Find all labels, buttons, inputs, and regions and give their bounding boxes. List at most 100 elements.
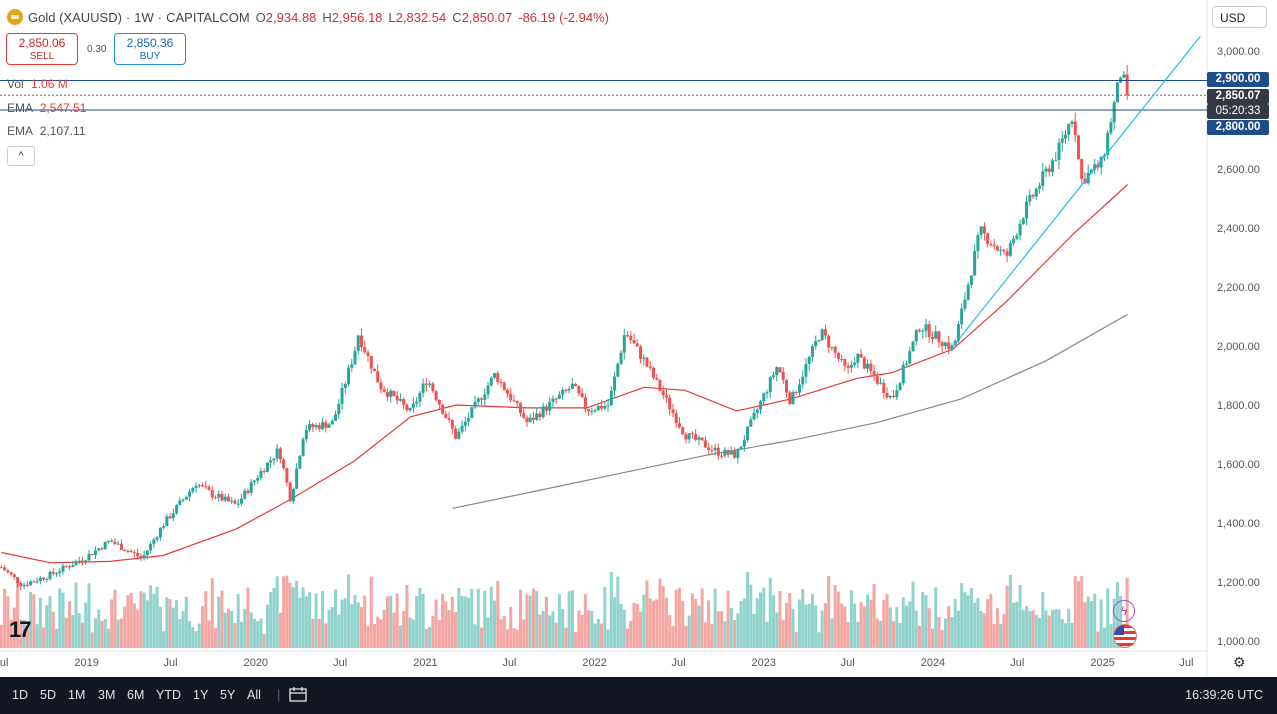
timeframe-3m[interactable]: 3M	[98, 688, 116, 702]
volume-bar	[697, 605, 701, 648]
volume-bar	[1102, 627, 1106, 648]
candle-body	[927, 324, 931, 338]
us-flag-icon[interactable]	[1113, 624, 1137, 648]
candle-body	[661, 390, 665, 396]
candle-body	[366, 352, 370, 356]
candle-body	[635, 343, 639, 347]
collapse-legend-button[interactable]: ^	[7, 146, 35, 166]
candle-body	[979, 226, 983, 236]
gear-icon[interactable]: ⚙	[1233, 654, 1246, 670]
x-tick-label: 2022	[582, 657, 606, 669]
volume-bar	[12, 607, 16, 648]
volume-bar	[570, 590, 574, 648]
spread-value: 0.30	[87, 44, 107, 55]
candle-body	[278, 448, 282, 460]
volume-bar	[574, 632, 578, 648]
calendar-range-icon[interactable]	[289, 686, 307, 705]
candle-body	[311, 423, 315, 428]
candle-body	[1008, 243, 1012, 256]
vol-label: Vol	[7, 77, 24, 91]
candle-body	[992, 244, 996, 247]
candle-body	[755, 409, 759, 413]
candle-body	[483, 394, 487, 400]
candle-body	[350, 364, 354, 368]
candle-body	[930, 337, 934, 339]
candle-body	[515, 401, 519, 403]
time-axis[interactable]: Jul 2019 Jul 2020 Jul 2021 Jul 2022 Jul 2023 Jul 20…	[0, 657, 1193, 669]
timeframe-6m[interactable]: 6M	[127, 688, 145, 702]
volume-bar	[204, 591, 208, 648]
lightning-icon[interactable]: ϟ	[1113, 600, 1135, 622]
candle-body	[236, 503, 240, 505]
sell-button[interactable]: 2,850.06 SELL	[6, 33, 78, 65]
volume-bar	[87, 583, 91, 648]
candle-body	[434, 391, 438, 400]
candle-body	[376, 371, 380, 383]
drawings[interactable]	[0, 35, 1207, 347]
timeframe-ytd[interactable]: YTD	[156, 688, 181, 702]
candle-body	[1112, 102, 1116, 123]
volume-bar	[749, 584, 753, 648]
candle-body	[321, 422, 325, 430]
candle-body	[729, 450, 733, 455]
volume-bar	[901, 597, 905, 648]
candle-body	[622, 335, 626, 353]
candle-body	[557, 394, 561, 399]
timeframe-1d[interactable]: 1D	[12, 688, 28, 702]
volume-bar	[869, 599, 873, 648]
volume-bar	[9, 619, 13, 648]
volume-bar	[694, 599, 698, 648]
interval[interactable]: 1W	[134, 9, 154, 25]
volume-bar	[181, 611, 185, 648]
tradingview-logo[interactable]: 17	[9, 617, 32, 642]
volume-legend[interactable]: Vol 1.06 M	[7, 77, 68, 91]
candle-body	[606, 405, 610, 407]
timeframe-1m[interactable]: 1M	[68, 688, 86, 702]
volume-bar	[1025, 606, 1029, 648]
candle-body	[158, 527, 162, 538]
candle-body	[181, 499, 185, 501]
buy-button[interactable]: 2,850.36 BUY	[114, 33, 186, 65]
timeframe-5y[interactable]: 5Y	[220, 688, 236, 702]
currency-selector[interactable]: USD	[1212, 6, 1267, 28]
candle-body	[233, 500, 237, 504]
candle-body	[1122, 74, 1126, 78]
timeframe-all[interactable]: All	[247, 688, 261, 702]
volume-bar	[668, 615, 672, 648]
candle-body	[950, 345, 954, 349]
volume-bar	[353, 595, 357, 648]
candle-body	[1089, 169, 1093, 173]
volume-bar	[1051, 609, 1055, 648]
volume-bar	[22, 619, 26, 648]
candle-body	[849, 365, 853, 368]
ema-fast-legend[interactable]: EMA 2,547.51	[7, 101, 86, 115]
volume-bar	[1080, 575, 1084, 648]
high-value: 2,956.18	[331, 9, 383, 25]
volume-bar	[473, 624, 477, 648]
ema-slow-legend[interactable]: EMA 2,107.11	[7, 124, 86, 138]
candle-body	[502, 382, 506, 390]
candle-body	[363, 347, 367, 353]
volume-bar	[687, 615, 691, 648]
vol-value: 1.06 M	[31, 77, 68, 91]
volume-bar	[0, 624, 3, 648]
volume-bar	[194, 631, 198, 648]
candle-body	[1002, 249, 1006, 252]
volume-bar	[285, 575, 289, 648]
timeframe-5d[interactable]: 5D	[40, 688, 56, 702]
volume-bar	[84, 602, 88, 648]
candle-body	[360, 335, 363, 348]
candle-body	[424, 383, 428, 385]
volume-bar	[246, 587, 250, 648]
price-chart[interactable]: 1,000.00 1,200.00 1,400.00 1,600.00 1,800.00…	[0, 0, 1277, 677]
symbol-name[interactable]: Gold (XAUUSD)	[28, 9, 122, 25]
price-axis[interactable]: 1,000.00 1,200.00 1,400.00 1,600.00 1,800.00…	[1217, 46, 1260, 648]
utc-clock[interactable]: 16:39:26 UTC	[1185, 688, 1263, 702]
candle-body	[1018, 223, 1022, 236]
timeframe-1y[interactable]: 1Y	[193, 688, 209, 702]
candle-body	[947, 342, 951, 349]
candle-body	[921, 330, 925, 332]
volume-bar	[807, 603, 811, 648]
volume-bar	[463, 596, 467, 648]
candle-body	[882, 382, 886, 394]
